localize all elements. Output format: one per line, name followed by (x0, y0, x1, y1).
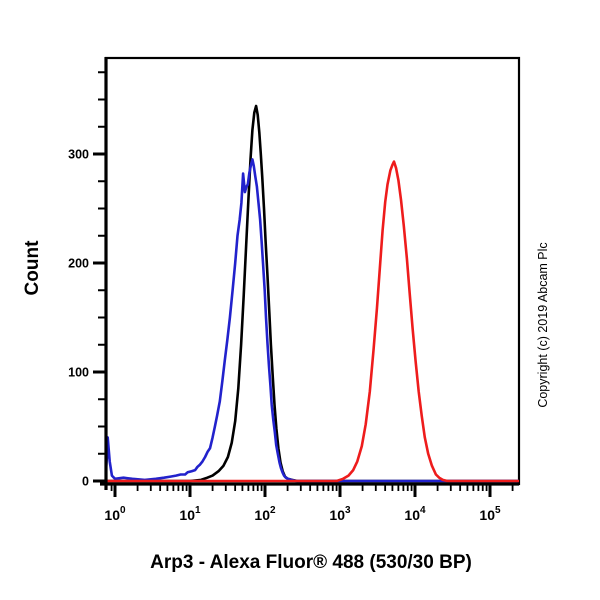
y-tick-label: 200 (68, 257, 89, 271)
plot-border (104, 56, 521, 486)
x-tick-label: 100 (104, 505, 126, 523)
histogram-curve-red (106, 160, 519, 483)
x-axis-title: Arp3 - Alexa Fluor® 488 (530/30 BP) (150, 552, 472, 573)
y-tick-label: 300 (68, 148, 89, 162)
x-tick-label: 101 (179, 505, 201, 523)
x-tick-label: 104 (404, 505, 426, 523)
y-tick-label: 100 (68, 366, 89, 380)
histogram-curve-blue (106, 158, 519, 483)
y-tick-label: 0 (82, 475, 89, 489)
x-tick-label: 103 (329, 505, 351, 523)
copyright-text: Copyright (c) 2019 Abcam Plc (536, 242, 550, 408)
histogram-curve-black (106, 104, 519, 483)
x-tick-label: 102 (254, 505, 276, 523)
y-axis-title: Count (22, 240, 43, 296)
x-tick-label: 105 (479, 505, 501, 523)
